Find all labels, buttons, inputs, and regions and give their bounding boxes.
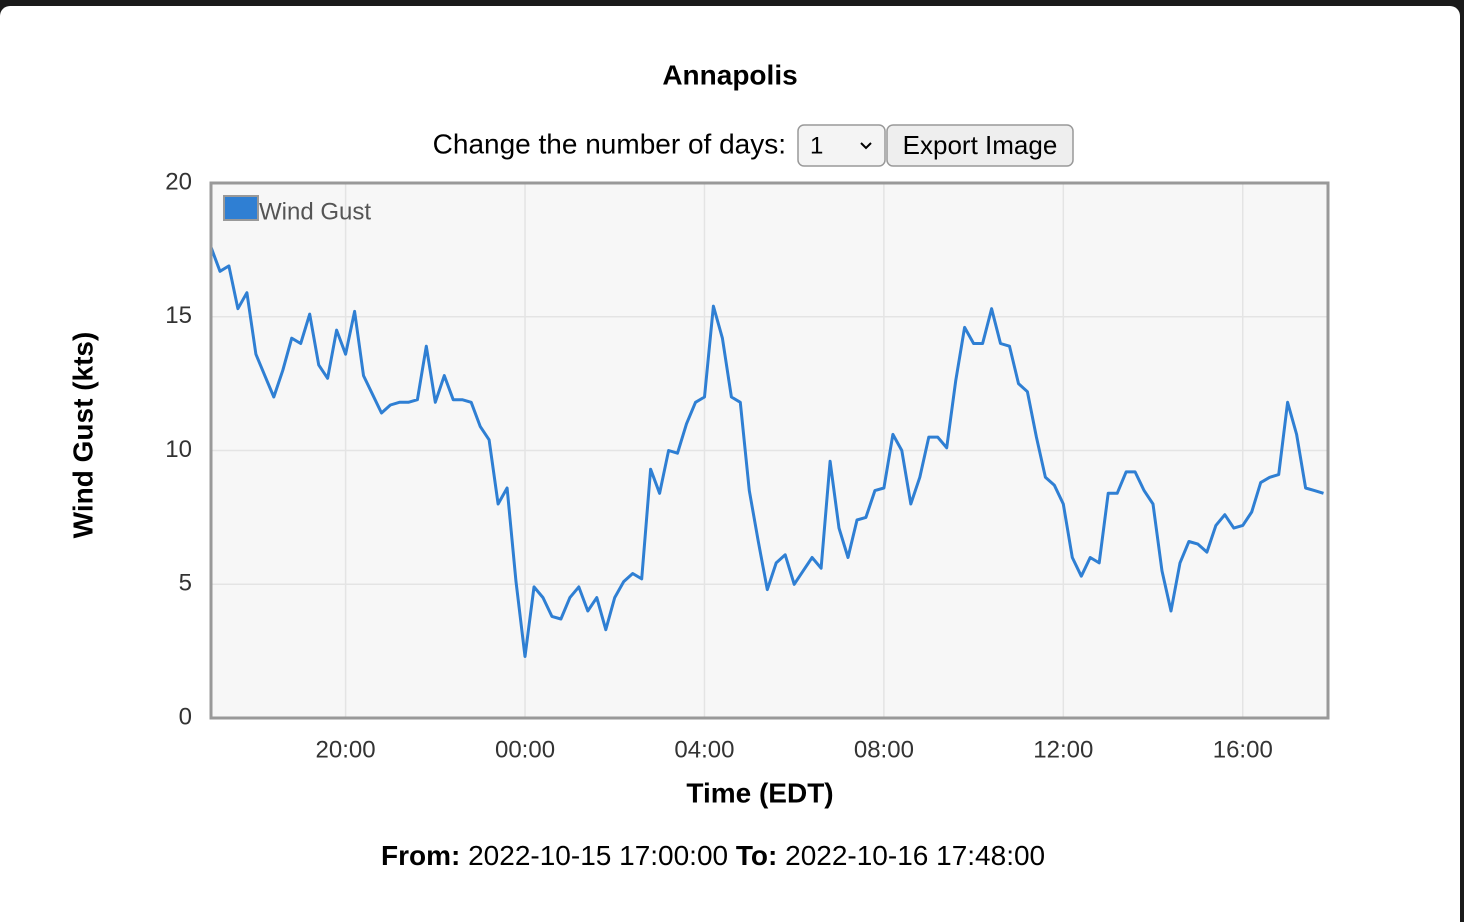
x-tick-label: 16:00 — [1213, 736, 1273, 763]
x-tick-label: 08:00 — [854, 736, 914, 763]
y-tick-label: 20 — [165, 168, 192, 195]
y-tick-label: 5 — [179, 570, 192, 597]
x-tick-label: 12:00 — [1033, 736, 1093, 763]
select-arrow[interactable] — [860, 142, 872, 150]
y-tick-label: 10 — [165, 436, 192, 463]
y-tick-label: 15 — [165, 302, 192, 329]
data-line — [209, 246, 1324, 658]
legend-label: Wind Gust — [259, 198, 371, 225]
to-label: To: — [736, 840, 777, 871]
x-tick-label: 20:00 — [316, 736, 376, 763]
x-axis-label: Time (EDT) — [686, 777, 833, 808]
y-tick-label: 0 — [179, 703, 192, 730]
x-tick-label: 00:00 — [495, 736, 555, 763]
date-range: From: 2022-10-15 17:00:00 To: 2022-10-16… — [381, 840, 1045, 871]
button-box[interactable] — [886, 124, 1074, 167]
chart-title: Annapolis — [662, 59, 797, 90]
legend-swatch — [223, 195, 259, 221]
plot-border — [209, 181, 1330, 720]
select-box[interactable] — [797, 124, 886, 167]
select-value[interactable]: 1 — [810, 132, 823, 159]
x-tick-label: 04:00 — [674, 736, 734, 763]
y-axis-label: Wind Gust (kts) — [67, 332, 98, 539]
from-date: 2022-10-15 17:00:00 — [468, 840, 728, 871]
days-select[interactable]: 1 — [797, 124, 886, 167]
from-label: From: — [381, 840, 460, 871]
days-label: Change the number of days: — [433, 128, 786, 159]
export-button[interactable]: Export Image — [886, 124, 1074, 167]
to-date: 2022-10-16 17:48:00 — [785, 840, 1045, 871]
button-label[interactable]: Export Image — [903, 130, 1058, 160]
